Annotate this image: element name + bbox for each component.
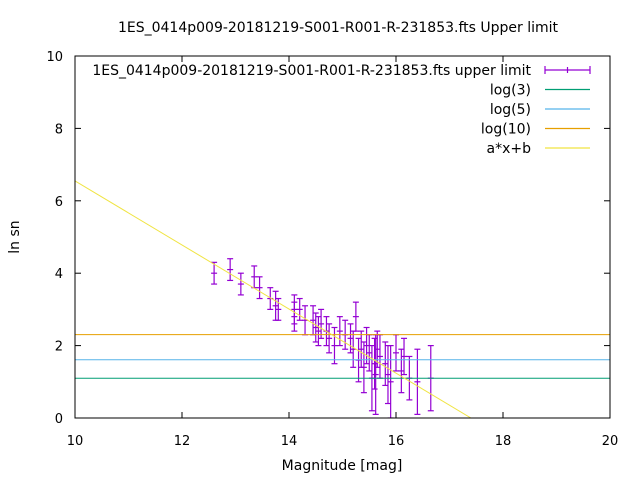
x-tick-label: 20: [602, 434, 619, 449]
x-axis-label: Magnitude [mag]: [282, 458, 403, 474]
y-tick-label: 10: [46, 50, 63, 65]
data-point: [331, 326, 338, 365]
x-tick-label: 18: [495, 434, 512, 449]
y-tick-label: 0: [55, 412, 63, 427]
data-point: [272, 290, 279, 321]
legend-label: log(3): [490, 83, 531, 99]
x-tick-label: 12: [174, 434, 191, 449]
legend-label: log(5): [490, 102, 531, 118]
legend-label: a*x+b: [487, 141, 532, 157]
data-point: [326, 323, 333, 354]
data-point: [393, 334, 399, 372]
data-layer: [75, 180, 610, 418]
data-point: [312, 312, 319, 343]
legend-label: log(10): [481, 122, 531, 138]
data-point: [267, 287, 274, 310]
data-point: [315, 316, 322, 347]
legend-swatch: [544, 66, 591, 74]
data-point: [296, 297, 303, 321]
data-point: [360, 341, 367, 394]
data-point: [336, 316, 343, 347]
legend-label: 1ES_0414p009-20181219-S001-R001-R-231853…: [92, 63, 531, 79]
y-tick-label: 6: [55, 195, 63, 210]
data-point: [211, 261, 218, 285]
data-point: [256, 276, 263, 300]
legend: 1ES_0414p009-20181219-S001-R001-R-231853…: [92, 63, 591, 157]
data-point: [237, 272, 244, 296]
x-tick-label: 10: [67, 434, 84, 449]
plot-area: [75, 180, 610, 418]
data-point: [347, 323, 354, 354]
x-tick-label: 14: [281, 434, 298, 449]
fit-line: [75, 180, 472, 418]
data-point: [251, 265, 258, 289]
data-point: [352, 301, 359, 332]
y-axis-label: ln sn: [7, 220, 23, 253]
data-point: [291, 301, 298, 332]
y-tick-label: 2: [55, 340, 63, 355]
y-tick-label: 4: [55, 267, 63, 282]
axis-ticks: 10 12 14 16 18 20 0 2 4 6 8 10: [46, 50, 618, 449]
data-point: [227, 258, 234, 282]
data-point: [401, 337, 408, 376]
data-point: [414, 348, 421, 415]
data-point: [371, 337, 378, 390]
chart-title: 1ES_0414p009-20181219-S001-R001-R-231853…: [118, 20, 559, 36]
data-point: [363, 326, 370, 365]
x-tick-label: 16: [388, 434, 405, 449]
data-point: [387, 345, 394, 418]
y-tick-label: 8: [55, 122, 63, 137]
data-point: [318, 308, 325, 339]
data-point: [374, 330, 381, 368]
plot-frame: [74, 55, 611, 419]
